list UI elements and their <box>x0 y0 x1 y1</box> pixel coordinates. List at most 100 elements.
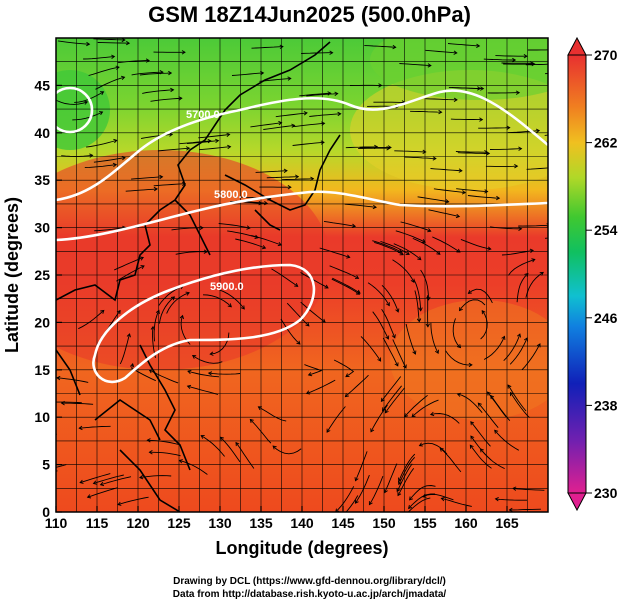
streamline <box>187 370 220 378</box>
streamline <box>345 495 359 512</box>
streamline-arrowhead <box>469 444 474 449</box>
streamline <box>430 322 439 354</box>
streamline <box>445 350 472 366</box>
credit-drawing: Drawing by DCL (https://www.gfd-dennou.o… <box>173 576 446 587</box>
streamline-arrowhead <box>468 362 473 368</box>
streamline-arrowhead <box>125 40 131 46</box>
streamline <box>487 391 507 418</box>
streamline-arrowhead <box>427 228 432 233</box>
streamline-arrowhead <box>481 309 486 315</box>
streamline-arrowhead <box>484 189 489 194</box>
streamline <box>381 308 396 338</box>
streamline <box>501 249 534 256</box>
streamline <box>329 265 359 279</box>
streamline <box>457 393 483 413</box>
streamline-arrowhead <box>394 362 399 367</box>
streamline-arrowhead <box>529 248 534 254</box>
streamline-arrowhead <box>421 239 426 243</box>
streamline <box>149 451 181 457</box>
streamline-arrowhead <box>494 496 499 502</box>
streamline-arrowhead <box>258 201 263 206</box>
streamline <box>525 63 548 66</box>
streamline-arrowhead <box>385 302 390 307</box>
x-tick-label: 155 <box>413 515 437 531</box>
streamline <box>306 379 336 394</box>
streamline <box>509 508 541 511</box>
streamline <box>526 167 548 170</box>
streamline-arrowhead <box>181 181 187 186</box>
streamline-arrowhead <box>112 162 118 168</box>
streamline <box>451 87 484 90</box>
streamline-arrowhead <box>461 190 467 195</box>
streamline <box>404 156 436 160</box>
streamline-arrowhead <box>399 251 404 256</box>
streamline-arrowhead <box>283 168 288 173</box>
streamline-arrowhead <box>434 349 439 354</box>
credit-data: Data from http://database.rish.kyoto-u.a… <box>172 589 447 600</box>
streamline-arrowhead <box>219 436 225 441</box>
streamline <box>433 188 466 194</box>
streamline <box>393 243 422 261</box>
streamline <box>56 377 89 383</box>
streamline <box>512 487 545 491</box>
streamline <box>272 445 302 455</box>
streamline <box>507 130 540 134</box>
streamline <box>84 164 117 169</box>
streamline <box>360 336 381 362</box>
streamline-arrowhead <box>422 149 427 154</box>
streamline <box>452 318 461 348</box>
streamline <box>79 473 111 484</box>
streamline <box>470 435 492 461</box>
y-axis-label: Latitude (degrees) <box>2 197 22 353</box>
streamline <box>384 463 398 493</box>
streamline <box>518 224 548 227</box>
streamline <box>202 294 232 308</box>
streamline <box>271 268 298 287</box>
streamline <box>306 93 338 97</box>
streamline <box>114 257 144 271</box>
streamline <box>457 152 490 154</box>
x-tick-label: 150 <box>372 515 396 531</box>
streamline-arrowhead <box>383 489 388 494</box>
streamline-arrowhead <box>321 318 326 323</box>
streamline <box>117 60 150 64</box>
streamline <box>141 133 173 139</box>
streamline <box>372 311 389 340</box>
streamline-arrowhead <box>186 384 192 390</box>
streamline-arrowhead <box>438 109 443 115</box>
streamline-arrowhead <box>146 438 151 443</box>
streamline <box>83 56 115 60</box>
streamline-arrowhead <box>305 322 310 327</box>
x-tick-label: 125 <box>167 515 191 531</box>
streamline <box>157 147 190 152</box>
streamline-arrowhead <box>113 138 118 144</box>
streamline-arrowhead <box>126 333 131 338</box>
streamline <box>332 277 361 294</box>
streamline-arrowhead <box>476 43 481 48</box>
streamline <box>441 497 472 507</box>
streamline-arrowhead <box>487 246 492 251</box>
streamline-arrowhead <box>368 501 373 506</box>
streamline <box>87 487 118 498</box>
coastline <box>56 41 341 512</box>
streamline-arrowhead <box>397 480 402 486</box>
streamline-arrowhead <box>257 406 262 411</box>
streamline-arrowhead <box>326 428 331 433</box>
streamline <box>187 385 219 395</box>
streamline-arrowhead <box>100 309 105 314</box>
streamline-arrowhead <box>140 265 145 270</box>
streamline-arrowhead <box>512 486 517 491</box>
x-tick-label: 145 <box>331 515 355 531</box>
streamline-arrowhead <box>260 70 265 76</box>
streamline <box>119 333 131 365</box>
streamline-arrowhead <box>277 242 283 247</box>
streamline-arrowhead <box>477 402 482 407</box>
streamline <box>286 302 310 327</box>
streamline <box>355 474 370 504</box>
streamline-arrowhead <box>327 91 332 96</box>
x-tick-label: 115 <box>86 515 109 531</box>
streamline-arrowhead <box>207 371 213 376</box>
colorbar-tick-label: 230 <box>594 485 618 501</box>
streamline <box>507 384 527 412</box>
